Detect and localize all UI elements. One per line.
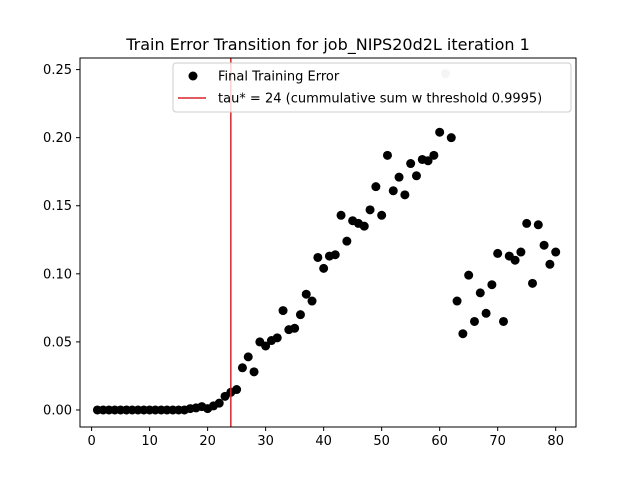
data-point [533, 220, 543, 230]
data-point [481, 308, 491, 318]
x-tick-label: 10 [141, 434, 158, 449]
data-point [272, 333, 282, 343]
legend-box [172, 62, 572, 113]
y-tick-label: 0.25 [43, 63, 72, 78]
data-point [446, 133, 456, 143]
data-point [464, 270, 474, 280]
data-point [487, 280, 497, 290]
x-tick-label: 60 [431, 434, 448, 449]
x-tick-label: 70 [489, 434, 506, 449]
data-point [498, 316, 508, 326]
legend: Final Training Error tau* = 24 (cummulat… [172, 62, 572, 113]
y-tick-label: 0.10 [43, 267, 72, 282]
data-point [458, 329, 468, 339]
data-point [214, 398, 224, 408]
data-point [516, 247, 526, 257]
data-point [359, 221, 369, 231]
data-point [527, 278, 537, 288]
data-point [493, 248, 503, 258]
x-tick-label: 20 [199, 434, 216, 449]
data-point [539, 240, 549, 250]
data-point [278, 306, 288, 316]
data-point [237, 363, 247, 373]
data-point [435, 127, 445, 137]
data-point [301, 289, 311, 299]
data-point [429, 150, 439, 160]
plot-layer: 0 10 20 30 40 50 60 70 80 0.00 0.05 0.10 0.15 0.20 0.2… [43, 58, 564, 449]
x-tick-label: 30 [257, 434, 274, 449]
data-point [342, 236, 352, 246]
data-point [319, 263, 329, 273]
data-point [261, 341, 271, 351]
plot-frame [79, 57, 577, 428]
data-point [551, 247, 561, 257]
data-point [469, 316, 479, 326]
data-point [371, 182, 381, 192]
data-point [377, 210, 387, 220]
data-point [307, 296, 317, 306]
chart-title: Train Error Transition for job_NIPS20d2L… [125, 35, 530, 55]
data-point [388, 186, 398, 196]
y-tick-label: 0.00 [43, 403, 72, 418]
data-point [243, 352, 253, 362]
data-point [406, 159, 416, 169]
data-point [290, 323, 300, 333]
data-point [336, 210, 346, 220]
data-point [452, 296, 462, 306]
data-point [365, 205, 375, 215]
data-point [545, 259, 555, 269]
y-tick-label: 0.05 [43, 335, 72, 350]
data-point [411, 171, 421, 181]
x-tick-label: 40 [315, 434, 332, 449]
data-point [423, 156, 433, 166]
legend-label-vline: tau* = 24 (cummulative sum w threshold 0… [218, 92, 542, 107]
data-point [510, 255, 520, 265]
data-point [382, 150, 392, 160]
data-point [330, 250, 340, 260]
data-point [249, 367, 259, 377]
data-point [475, 288, 485, 298]
data-point [295, 310, 305, 320]
x-tick-label: 50 [373, 434, 390, 449]
legend-label-scatter: Final Training Error [218, 70, 340, 85]
data-point [400, 190, 410, 200]
x-tick-label: 80 [547, 434, 564, 449]
data-point [394, 172, 404, 182]
y-tick-label: 0.15 [43, 199, 72, 214]
data-point [232, 385, 242, 395]
x-tick-label: 0 [87, 434, 95, 449]
y-tick-label: 0.20 [43, 131, 72, 146]
legend-marker-scatter [188, 71, 198, 81]
data-point [313, 252, 323, 262]
data-point [522, 218, 532, 228]
